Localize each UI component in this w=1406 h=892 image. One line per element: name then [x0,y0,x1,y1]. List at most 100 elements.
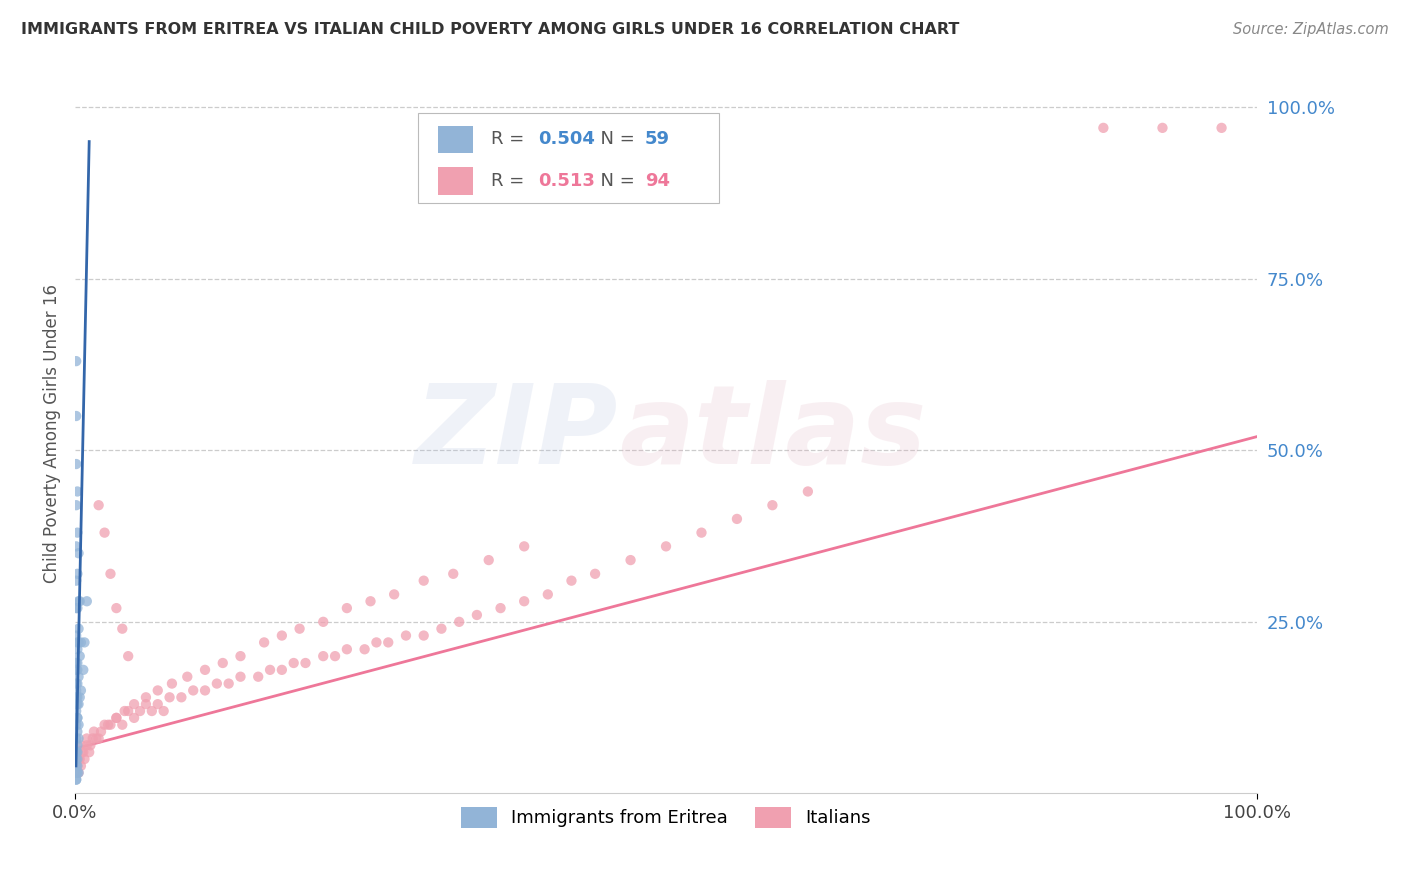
Point [65,731,87,746]
Point [430,622,453,636]
Point [797,484,820,499]
Point [66,484,89,499]
Point [65,772,87,787]
Point [489,601,512,615]
Text: 0.513: 0.513 [538,172,595,190]
Point [67,594,90,608]
Text: IMMIGRANTS FROM ERITREA VS ITALIAN CHILD POVERTY AMONG GIRLS UNDER 16 CORRELATIO: IMMIGRANTS FROM ERITREA VS ITALIAN CHILD… [21,22,959,37]
Point [65,629,87,643]
Point [67,752,90,766]
Point [141,704,163,718]
Point [66,745,89,759]
Point [76,731,98,746]
Point [360,594,382,608]
Point [65,540,87,554]
Point [65,765,87,780]
Point [560,574,582,588]
Point [83,724,105,739]
Point [253,635,276,649]
Point [181,683,204,698]
Point [67,765,90,780]
Point [114,704,136,718]
Point [336,642,359,657]
Point [366,635,388,649]
Point [77,745,100,759]
Point [65,354,87,368]
Point [288,622,311,636]
Point [70,739,93,753]
Point [377,635,399,649]
Point [129,704,152,718]
Point [67,717,90,731]
Point [537,587,560,601]
Point [65,683,87,698]
Point [194,663,217,677]
Point [87,731,110,746]
Point [270,629,292,643]
Point [100,717,122,731]
Point [218,676,240,690]
Point [65,656,87,670]
Point [283,656,305,670]
Point [66,635,89,649]
Point [312,615,335,629]
Point [66,663,89,677]
Point [67,622,90,636]
Point [513,540,536,554]
Text: Source: ZipAtlas.com: Source: ZipAtlas.com [1233,22,1389,37]
Legend: Immigrants from Eritrea, Italians: Immigrants from Eritrea, Italians [454,799,879,835]
Point [122,711,145,725]
Point [65,574,87,588]
Point [152,704,174,718]
Point [65,690,87,705]
Text: R =: R = [491,130,530,148]
Point [66,525,89,540]
Text: ZIP: ZIP [415,380,619,487]
Point [655,540,678,554]
Point [65,745,87,759]
Point [82,731,104,746]
Point [65,663,87,677]
Point [412,574,434,588]
Point [105,711,128,725]
Point [247,670,270,684]
Point [65,772,87,787]
Point [69,752,91,766]
Point [66,601,89,615]
Point [146,697,169,711]
Text: 94: 94 [645,172,669,190]
Point [170,690,193,705]
Point [465,607,488,622]
Point [441,566,464,581]
Point [122,697,145,711]
Point [69,690,91,705]
Point [67,670,90,684]
Point [65,717,87,731]
Point [84,731,107,746]
Point [67,731,90,746]
Point [229,649,252,664]
Point [1152,120,1174,135]
Point [176,670,198,684]
Point [66,739,89,753]
Point [1211,120,1233,135]
Point [90,724,112,739]
Point [65,676,87,690]
Text: N =: N = [589,172,641,190]
Point [65,759,87,773]
Point [111,622,134,636]
Point [66,656,89,670]
Point [67,697,90,711]
Point [1092,120,1115,135]
Point [205,676,228,690]
Point [100,566,122,581]
Point [761,498,783,512]
Point [73,752,96,766]
Point [412,629,434,643]
Point [72,745,94,759]
Text: R =: R = [491,172,536,190]
Point [66,711,89,725]
Text: 0.504: 0.504 [538,130,595,148]
Point [66,697,89,711]
Point [65,759,87,773]
